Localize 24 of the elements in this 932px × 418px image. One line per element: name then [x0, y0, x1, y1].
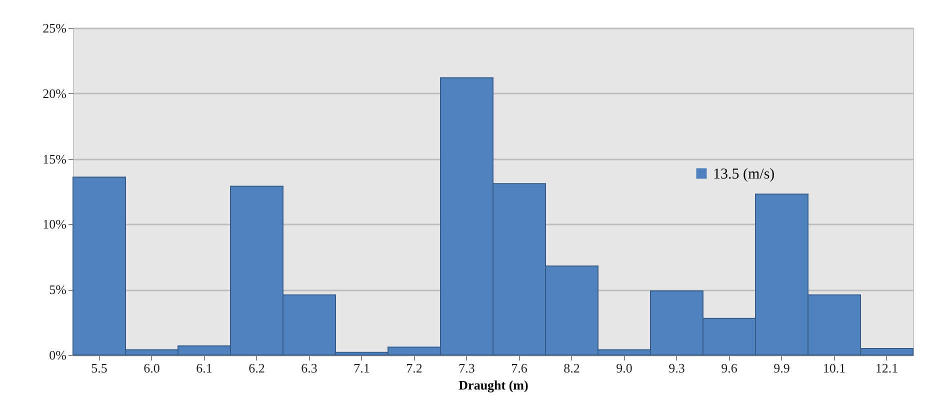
- y-tick-label: 0%: [49, 348, 67, 362]
- x-tick-label: 7.2: [406, 360, 422, 376]
- x-axis-title: Draught (m): [458, 378, 528, 392]
- x-tick-label: 12.1: [875, 360, 898, 376]
- x-tick-label: 6.3: [301, 360, 318, 376]
- x-tick-label: 7.1: [354, 360, 370, 376]
- x-tick-label: 6.1: [196, 360, 212, 376]
- x-tick-label: 5.5: [91, 360, 108, 376]
- x-tick-label: 9.3: [668, 360, 685, 376]
- x-tick-label: 6.0: [144, 360, 160, 376]
- x-tick-label: 8.2: [564, 360, 580, 376]
- y-tick-label: 15%: [42, 151, 67, 166]
- y-tick-label: 20%: [42, 86, 67, 101]
- x-tick-label: 6.2: [248, 360, 265, 376]
- x-tick-label: 9.0: [616, 360, 632, 376]
- x-tick-label: 7.6: [511, 360, 528, 376]
- x-tick-label: 7.3: [458, 360, 475, 376]
- x-tick-label: 9.6: [721, 360, 738, 376]
- y-tick-label: 5%: [49, 282, 67, 298]
- legend-label: 13.5 (m/s): [713, 166, 775, 182]
- y-tick-label: 10%: [42, 216, 67, 232]
- x-tick-label: 9.9: [774, 360, 790, 376]
- x-tick-label: 10.1: [822, 360, 846, 376]
- y-tick-label: 25%: [42, 20, 67, 36]
